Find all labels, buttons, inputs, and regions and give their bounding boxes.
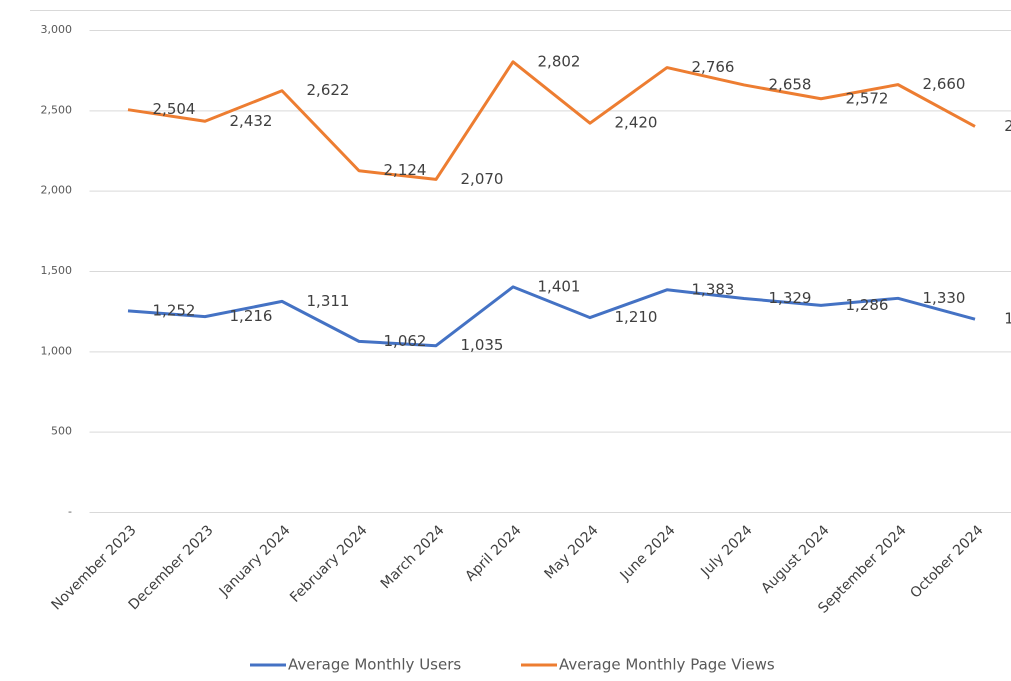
data-label: 1,062 <box>384 332 427 350</box>
data-label: 1,286 <box>846 296 889 314</box>
data-label: 1,311 <box>307 292 350 310</box>
data-label: 2,070 <box>461 170 504 188</box>
data-label: 2,40 <box>1004 117 1011 135</box>
data-label: 2,432 <box>230 112 273 130</box>
x-tick-label: November 2023 <box>48 522 139 613</box>
x-tick-label: May 2024 <box>542 522 602 582</box>
series-line <box>127 60 976 181</box>
y-tick-label: 3,000 <box>41 23 73 36</box>
y-tick-label: - <box>68 505 72 518</box>
series-line <box>127 285 976 348</box>
data-label: 1,401 <box>538 277 581 295</box>
data-label: 2,124 <box>384 161 427 179</box>
data-label: 2,658 <box>769 75 812 93</box>
x-tick-label: December 2023 <box>126 522 217 613</box>
legend-label: Average Monthly Users <box>288 656 461 674</box>
y-tick-label: 1,500 <box>41 264 73 277</box>
data-label: 1,383 <box>692 280 735 298</box>
data-label: 2,622 <box>307 81 350 99</box>
data-label: 1,216 <box>230 307 273 325</box>
y-tick-label: 500 <box>51 425 72 438</box>
data-label: 2,802 <box>538 52 581 70</box>
data-label: 1,035 <box>461 336 504 354</box>
data-label: 1,20 <box>1004 310 1011 328</box>
legend-label: Average Monthly Page Views <box>559 656 775 674</box>
x-tick-label: March 2024 <box>378 522 448 592</box>
data-label: 2,766 <box>692 58 735 76</box>
y-tick-label: 2,500 <box>41 103 73 116</box>
data-label: 2,504 <box>153 100 196 118</box>
x-tick-label: June 2024 <box>617 522 679 584</box>
data-label: 1,330 <box>923 289 966 307</box>
x-tick-label: February 2024 <box>287 522 371 606</box>
y-tick-label: 2,000 <box>41 184 73 197</box>
y-tick-label: 1,000 <box>41 344 73 357</box>
x-tick-label: April 2024 <box>462 522 524 584</box>
data-label: 2,660 <box>923 75 966 93</box>
data-label: 2,420 <box>615 114 658 132</box>
data-label: 2,572 <box>846 89 889 107</box>
x-tick-label: July 2024 <box>697 522 755 580</box>
x-tick-label: January 2024 <box>216 522 294 600</box>
x-tick-label: August 2024 <box>758 522 832 596</box>
data-label: 1,210 <box>615 308 658 326</box>
data-label: 1,329 <box>769 289 812 307</box>
data-label: 1,252 <box>153 301 196 319</box>
x-tick-label: October 2024 <box>907 522 986 601</box>
